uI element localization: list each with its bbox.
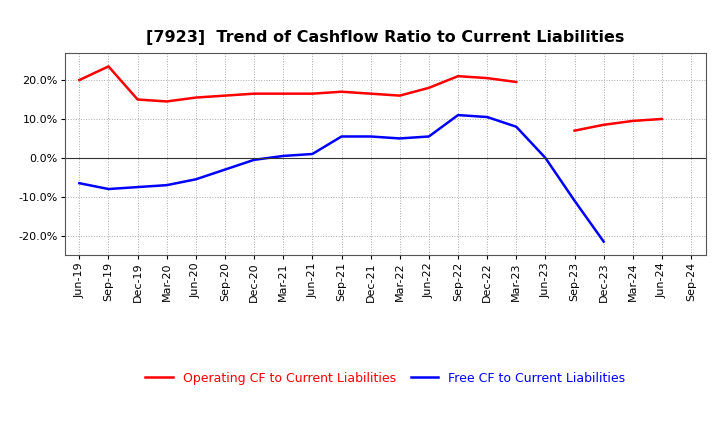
Free CF to Current Liabilities — [104, 187, 113, 192]
Operating CF to Current Liabilities — [250, 91, 258, 96]
Free CF to Current Liabilities — [163, 183, 171, 188]
Free CF to Current Liabilities — [75, 180, 84, 186]
Operating CF to Current Liabilities — [512, 79, 521, 84]
Operating CF to Current Liabilities — [454, 73, 462, 79]
Line: Free CF to Current Liabilities: Free CF to Current Liabilities — [79, 115, 603, 242]
Operating CF to Current Liabilities — [483, 76, 492, 81]
Free CF to Current Liabilities — [279, 153, 287, 158]
Operating CF to Current Liabilities — [75, 77, 84, 83]
Operating CF to Current Liabilities — [425, 85, 433, 91]
Free CF to Current Liabilities — [250, 157, 258, 162]
Operating CF to Current Liabilities — [279, 91, 287, 96]
Free CF to Current Liabilities — [220, 167, 229, 172]
Operating CF to Current Liabilities — [308, 91, 317, 96]
Free CF to Current Liabilities — [599, 239, 608, 244]
Operating CF to Current Liabilities — [220, 93, 229, 98]
Free CF to Current Liabilities — [337, 134, 346, 139]
Free CF to Current Liabilities — [425, 134, 433, 139]
Free CF to Current Liabilities — [570, 198, 579, 203]
Title: [7923]  Trend of Cashflow Ratio to Current Liabilities: [7923] Trend of Cashflow Ratio to Curren… — [146, 29, 624, 45]
Operating CF to Current Liabilities — [133, 97, 142, 102]
Free CF to Current Liabilities — [308, 151, 317, 157]
Free CF to Current Liabilities — [483, 114, 492, 120]
Operating CF to Current Liabilities — [366, 91, 375, 96]
Free CF to Current Liabilities — [512, 124, 521, 129]
Operating CF to Current Liabilities — [337, 89, 346, 94]
Legend: Operating CF to Current Liabilities, Free CF to Current Liabilities: Operating CF to Current Liabilities, Fre… — [140, 367, 630, 390]
Free CF to Current Liabilities — [133, 184, 142, 190]
Free CF to Current Liabilities — [395, 136, 404, 141]
Operating CF to Current Liabilities — [104, 64, 113, 69]
Operating CF to Current Liabilities — [163, 99, 171, 104]
Free CF to Current Liabilities — [192, 176, 200, 182]
Free CF to Current Liabilities — [454, 113, 462, 118]
Line: Operating CF to Current Liabilities: Operating CF to Current Liabilities — [79, 66, 516, 102]
Free CF to Current Liabilities — [541, 155, 550, 161]
Operating CF to Current Liabilities — [192, 95, 200, 100]
Free CF to Current Liabilities — [366, 134, 375, 139]
Operating CF to Current Liabilities — [395, 93, 404, 98]
